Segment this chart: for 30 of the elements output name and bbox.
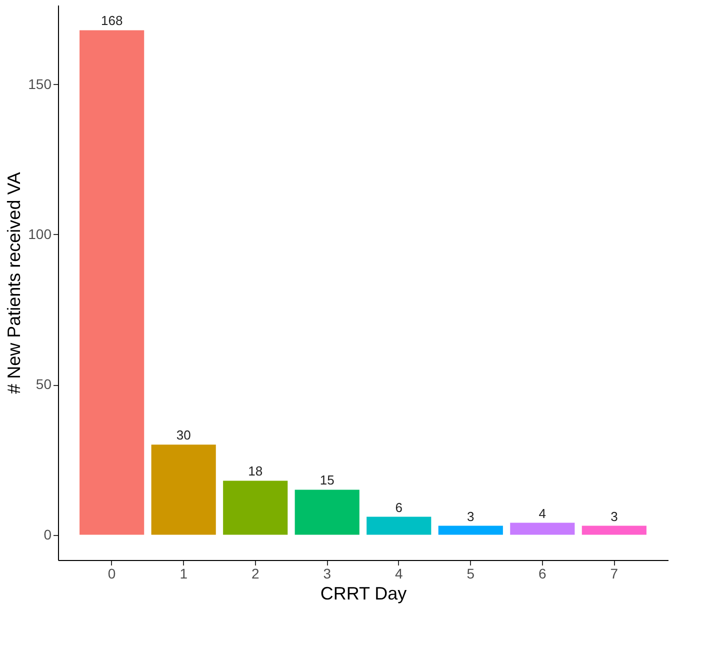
x-tick-label: 6 — [538, 566, 547, 582]
bar — [80, 30, 144, 535]
x-tick-label: 0 — [108, 566, 116, 582]
bar — [582, 526, 646, 535]
x-tick-label: 4 — [394, 566, 403, 582]
y-tick-label: 150 — [28, 76, 52, 92]
data-label: 6 — [395, 500, 402, 515]
data-label: 30 — [176, 428, 191, 443]
x-tick-label: 2 — [251, 566, 260, 582]
data-label: 3 — [467, 508, 474, 524]
data-label: 168 — [100, 13, 123, 28]
x-tick-label: 1 — [180, 566, 188, 582]
y-tick-label: 0 — [44, 526, 52, 542]
bar — [366, 516, 432, 535]
bar — [510, 522, 575, 535]
y-axis-title: # New Patients received VA — [4, 172, 24, 394]
data-label: 3 — [610, 508, 618, 524]
bar — [294, 490, 360, 535]
x-tick-label: 5 — [466, 566, 475, 582]
data-label: 18 — [248, 464, 263, 479]
bar — [151, 444, 216, 535]
bar — [438, 526, 503, 535]
data-label: 15 — [320, 472, 334, 488]
x-tick-label: 7 — [610, 566, 618, 582]
y-tick-label: 100 — [28, 226, 52, 242]
x-tick-label: 3 — [323, 566, 332, 582]
y-tick-label: 50 — [36, 376, 52, 392]
data-label: 4 — [538, 506, 546, 521]
x-axis-title: CRRT Day — [320, 584, 407, 604]
bar — [223, 480, 288, 535]
